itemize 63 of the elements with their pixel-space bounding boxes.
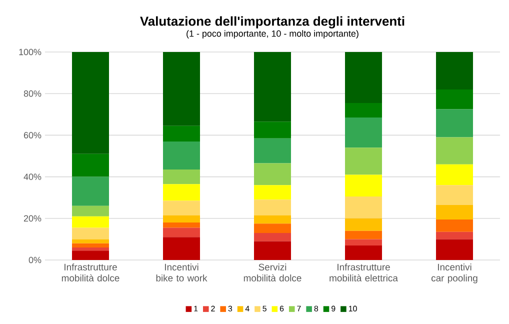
bar: [345, 102, 382, 118]
bar: [436, 219, 474, 232]
bar: [163, 215, 200, 223]
bar: [254, 224, 291, 233]
bar: [436, 137, 474, 164]
bar: [72, 250, 109, 260]
y-tick-label: 100%: [19, 48, 42, 56]
x-tick-label: Incentivi car pooling: [431, 264, 478, 284]
bar: [345, 52, 382, 103]
bar: [72, 216, 109, 228]
bar: [163, 184, 200, 201]
bar: [72, 206, 109, 216]
bar: [436, 239, 474, 260]
bar: [345, 239, 382, 246]
chart-title: Valutazione dell'importanza degli interventi: [140, 16, 404, 28]
bar: [254, 163, 291, 186]
bar: [436, 204, 474, 220]
bar: [345, 148, 382, 175]
bar: [254, 185, 291, 200]
bar: [345, 196, 382, 218]
x-tick-label: Servizi mobilità dolce: [244, 264, 302, 282]
bar: [163, 141, 200, 170]
y-tick-label: 60%: [24, 132, 42, 138]
bar: [254, 200, 291, 216]
bar: [436, 164, 474, 186]
x-tick-label: Infrastrutture mobilità elettrica: [330, 264, 398, 282]
y-tick-label: 20%: [24, 215, 42, 222]
bar: [345, 174, 382, 197]
bar: [345, 118, 382, 148]
bar: [72, 243, 109, 248]
bar: [72, 248, 109, 251]
bar: [254, 241, 291, 260]
bar: [345, 218, 382, 231]
x-tick-label: Infrastrutture mobilità dolce: [62, 264, 120, 282]
bar: [436, 109, 474, 138]
bar: [345, 230, 382, 240]
y-tick-label: 80%: [24, 90, 42, 97]
x-tick-label: Incentivi bike to work: [156, 264, 208, 282]
bar: [345, 245, 382, 260]
bar: [72, 239, 109, 244]
bar: [72, 228, 109, 240]
bar: [163, 52, 200, 126]
chart-subtitle: (1 - poco importante, 10 - molto importante): [186, 30, 358, 38]
bar: [436, 89, 474, 110]
bar: [72, 52, 109, 154]
bar: [163, 170, 200, 184]
bar: [436, 232, 474, 240]
bar: [163, 237, 200, 260]
y-tick-label: 40%: [24, 174, 42, 180]
bar: [163, 222, 200, 228]
bar: [254, 138, 291, 164]
bar: [436, 52, 474, 90]
bar: [254, 52, 291, 122]
bar: [72, 176, 109, 206]
bar: [163, 126, 200, 142]
bar: [163, 200, 200, 216]
bar: [254, 232, 291, 242]
bar: [254, 215, 291, 224]
bar: [254, 122, 291, 138]
bar: [163, 228, 200, 238]
bar: [72, 154, 109, 177]
y-tick-label: 0%: [28, 256, 42, 264]
bar: [436, 185, 474, 205]
